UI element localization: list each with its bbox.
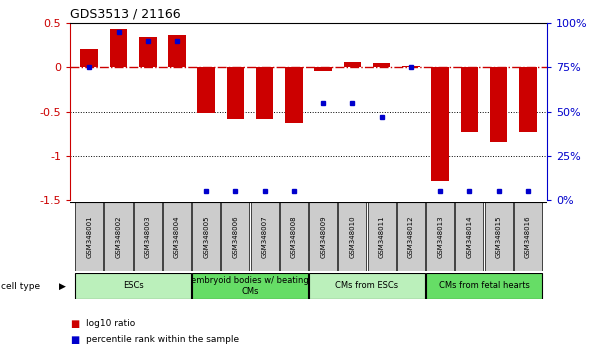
- Bar: [134, 202, 162, 271]
- Bar: [221, 202, 249, 271]
- Bar: [426, 202, 454, 271]
- Text: CMs from ESCs: CMs from ESCs: [335, 281, 398, 290]
- Bar: [285, 67, 302, 123]
- Bar: [338, 202, 367, 271]
- Bar: [519, 67, 536, 132]
- Bar: [315, 67, 332, 71]
- Bar: [343, 62, 361, 67]
- Text: GSM348011: GSM348011: [379, 215, 385, 258]
- Bar: [309, 202, 337, 271]
- Bar: [227, 67, 244, 119]
- Text: GSM348008: GSM348008: [291, 215, 297, 258]
- Text: ESCs: ESCs: [123, 281, 144, 290]
- Bar: [368, 202, 396, 271]
- Bar: [75, 202, 103, 271]
- Bar: [309, 273, 425, 299]
- Bar: [256, 67, 274, 119]
- Bar: [490, 67, 507, 142]
- Text: GSM348009: GSM348009: [320, 215, 326, 258]
- Text: GSM348006: GSM348006: [232, 215, 238, 258]
- Text: GSM348005: GSM348005: [203, 215, 209, 258]
- Text: GSM348001: GSM348001: [86, 215, 92, 258]
- Text: ■: ■: [70, 319, 79, 329]
- Text: cell type: cell type: [1, 282, 40, 291]
- Bar: [397, 202, 425, 271]
- Text: GSM348015: GSM348015: [496, 215, 502, 258]
- Text: GSM348016: GSM348016: [525, 215, 531, 258]
- Bar: [192, 202, 220, 271]
- Text: GSM348012: GSM348012: [408, 215, 414, 258]
- Bar: [426, 273, 542, 299]
- Text: GSM348010: GSM348010: [349, 215, 356, 258]
- Bar: [192, 273, 308, 299]
- Text: ▶: ▶: [59, 282, 66, 291]
- Bar: [461, 67, 478, 132]
- Bar: [163, 202, 191, 271]
- Bar: [280, 202, 308, 271]
- Bar: [514, 202, 542, 271]
- Bar: [251, 202, 279, 271]
- Bar: [75, 273, 191, 299]
- Text: GSM348007: GSM348007: [262, 215, 268, 258]
- Text: GSM348002: GSM348002: [115, 215, 122, 258]
- Text: log10 ratio: log10 ratio: [86, 319, 135, 329]
- Text: CMs from fetal hearts: CMs from fetal hearts: [439, 281, 529, 290]
- Text: ■: ■: [70, 335, 79, 345]
- Bar: [373, 63, 390, 67]
- Text: embryoid bodies w/ beating
CMs: embryoid bodies w/ beating CMs: [191, 276, 309, 296]
- Bar: [81, 49, 98, 67]
- Bar: [431, 67, 449, 181]
- Bar: [104, 202, 133, 271]
- Text: GSM348014: GSM348014: [466, 215, 472, 258]
- Bar: [168, 34, 186, 67]
- Text: GDS3513 / 21166: GDS3513 / 21166: [70, 7, 181, 21]
- Bar: [197, 67, 215, 113]
- Bar: [455, 202, 483, 271]
- Text: GSM348003: GSM348003: [145, 215, 151, 258]
- Bar: [110, 29, 127, 67]
- Bar: [139, 37, 156, 67]
- Text: GSM348013: GSM348013: [437, 215, 443, 258]
- Bar: [485, 202, 513, 271]
- Text: percentile rank within the sample: percentile rank within the sample: [86, 335, 239, 344]
- Text: GSM348004: GSM348004: [174, 215, 180, 258]
